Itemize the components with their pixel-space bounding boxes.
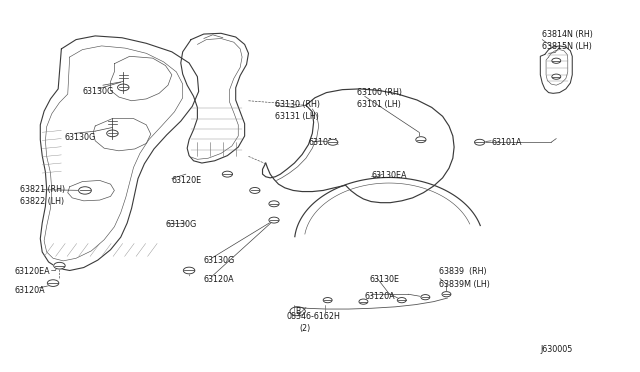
Text: 08346-6162H: 08346-6162H xyxy=(287,312,340,321)
Text: B: B xyxy=(295,307,300,316)
Text: 63120A: 63120A xyxy=(365,292,396,301)
Text: 63101A: 63101A xyxy=(491,138,522,147)
Circle shape xyxy=(552,58,561,63)
Circle shape xyxy=(183,267,195,274)
Circle shape xyxy=(118,84,129,91)
Text: 63130E: 63130E xyxy=(370,275,400,284)
Circle shape xyxy=(552,74,561,79)
Circle shape xyxy=(54,262,65,269)
Text: 63130EA: 63130EA xyxy=(371,171,406,180)
Circle shape xyxy=(47,280,59,286)
Text: 63131 (LH): 63131 (LH) xyxy=(275,112,319,121)
Circle shape xyxy=(269,217,279,223)
Text: 63130G: 63130G xyxy=(204,256,235,265)
Text: 63120A: 63120A xyxy=(204,275,234,284)
Text: (2): (2) xyxy=(300,324,311,333)
Text: 63130 (RH): 63130 (RH) xyxy=(275,100,320,109)
Text: 63839M (LH): 63839M (LH) xyxy=(439,280,490,289)
Circle shape xyxy=(416,137,426,142)
Circle shape xyxy=(250,187,260,193)
Text: 63815N (LH): 63815N (LH) xyxy=(542,42,592,51)
Text: 63130G: 63130G xyxy=(83,87,114,96)
Circle shape xyxy=(107,130,118,137)
Circle shape xyxy=(421,295,430,300)
Text: 63130G: 63130G xyxy=(166,221,196,230)
Circle shape xyxy=(442,292,451,297)
Text: 63101 (LH): 63101 (LH) xyxy=(357,100,401,109)
Text: 63821 (RH): 63821 (RH) xyxy=(20,185,65,194)
Text: 63120A: 63120A xyxy=(15,286,45,295)
Text: 63130G: 63130G xyxy=(65,133,96,142)
Text: 63120EA: 63120EA xyxy=(15,267,51,276)
Text: 63100 (RH): 63100 (RH) xyxy=(357,88,402,97)
Circle shape xyxy=(328,139,338,145)
Circle shape xyxy=(397,298,406,303)
Circle shape xyxy=(222,171,232,177)
Text: 63120E: 63120E xyxy=(172,176,202,185)
Circle shape xyxy=(79,187,92,194)
Text: 63814N (RH): 63814N (RH) xyxy=(542,30,593,39)
Circle shape xyxy=(323,298,332,303)
Circle shape xyxy=(269,201,279,207)
Text: J630005: J630005 xyxy=(540,345,573,354)
Text: 63822 (LH): 63822 (LH) xyxy=(20,197,64,206)
Text: 63101A: 63101A xyxy=(308,138,339,147)
Text: 63839  (RH): 63839 (RH) xyxy=(439,267,486,276)
Circle shape xyxy=(474,139,484,145)
Circle shape xyxy=(359,299,368,304)
